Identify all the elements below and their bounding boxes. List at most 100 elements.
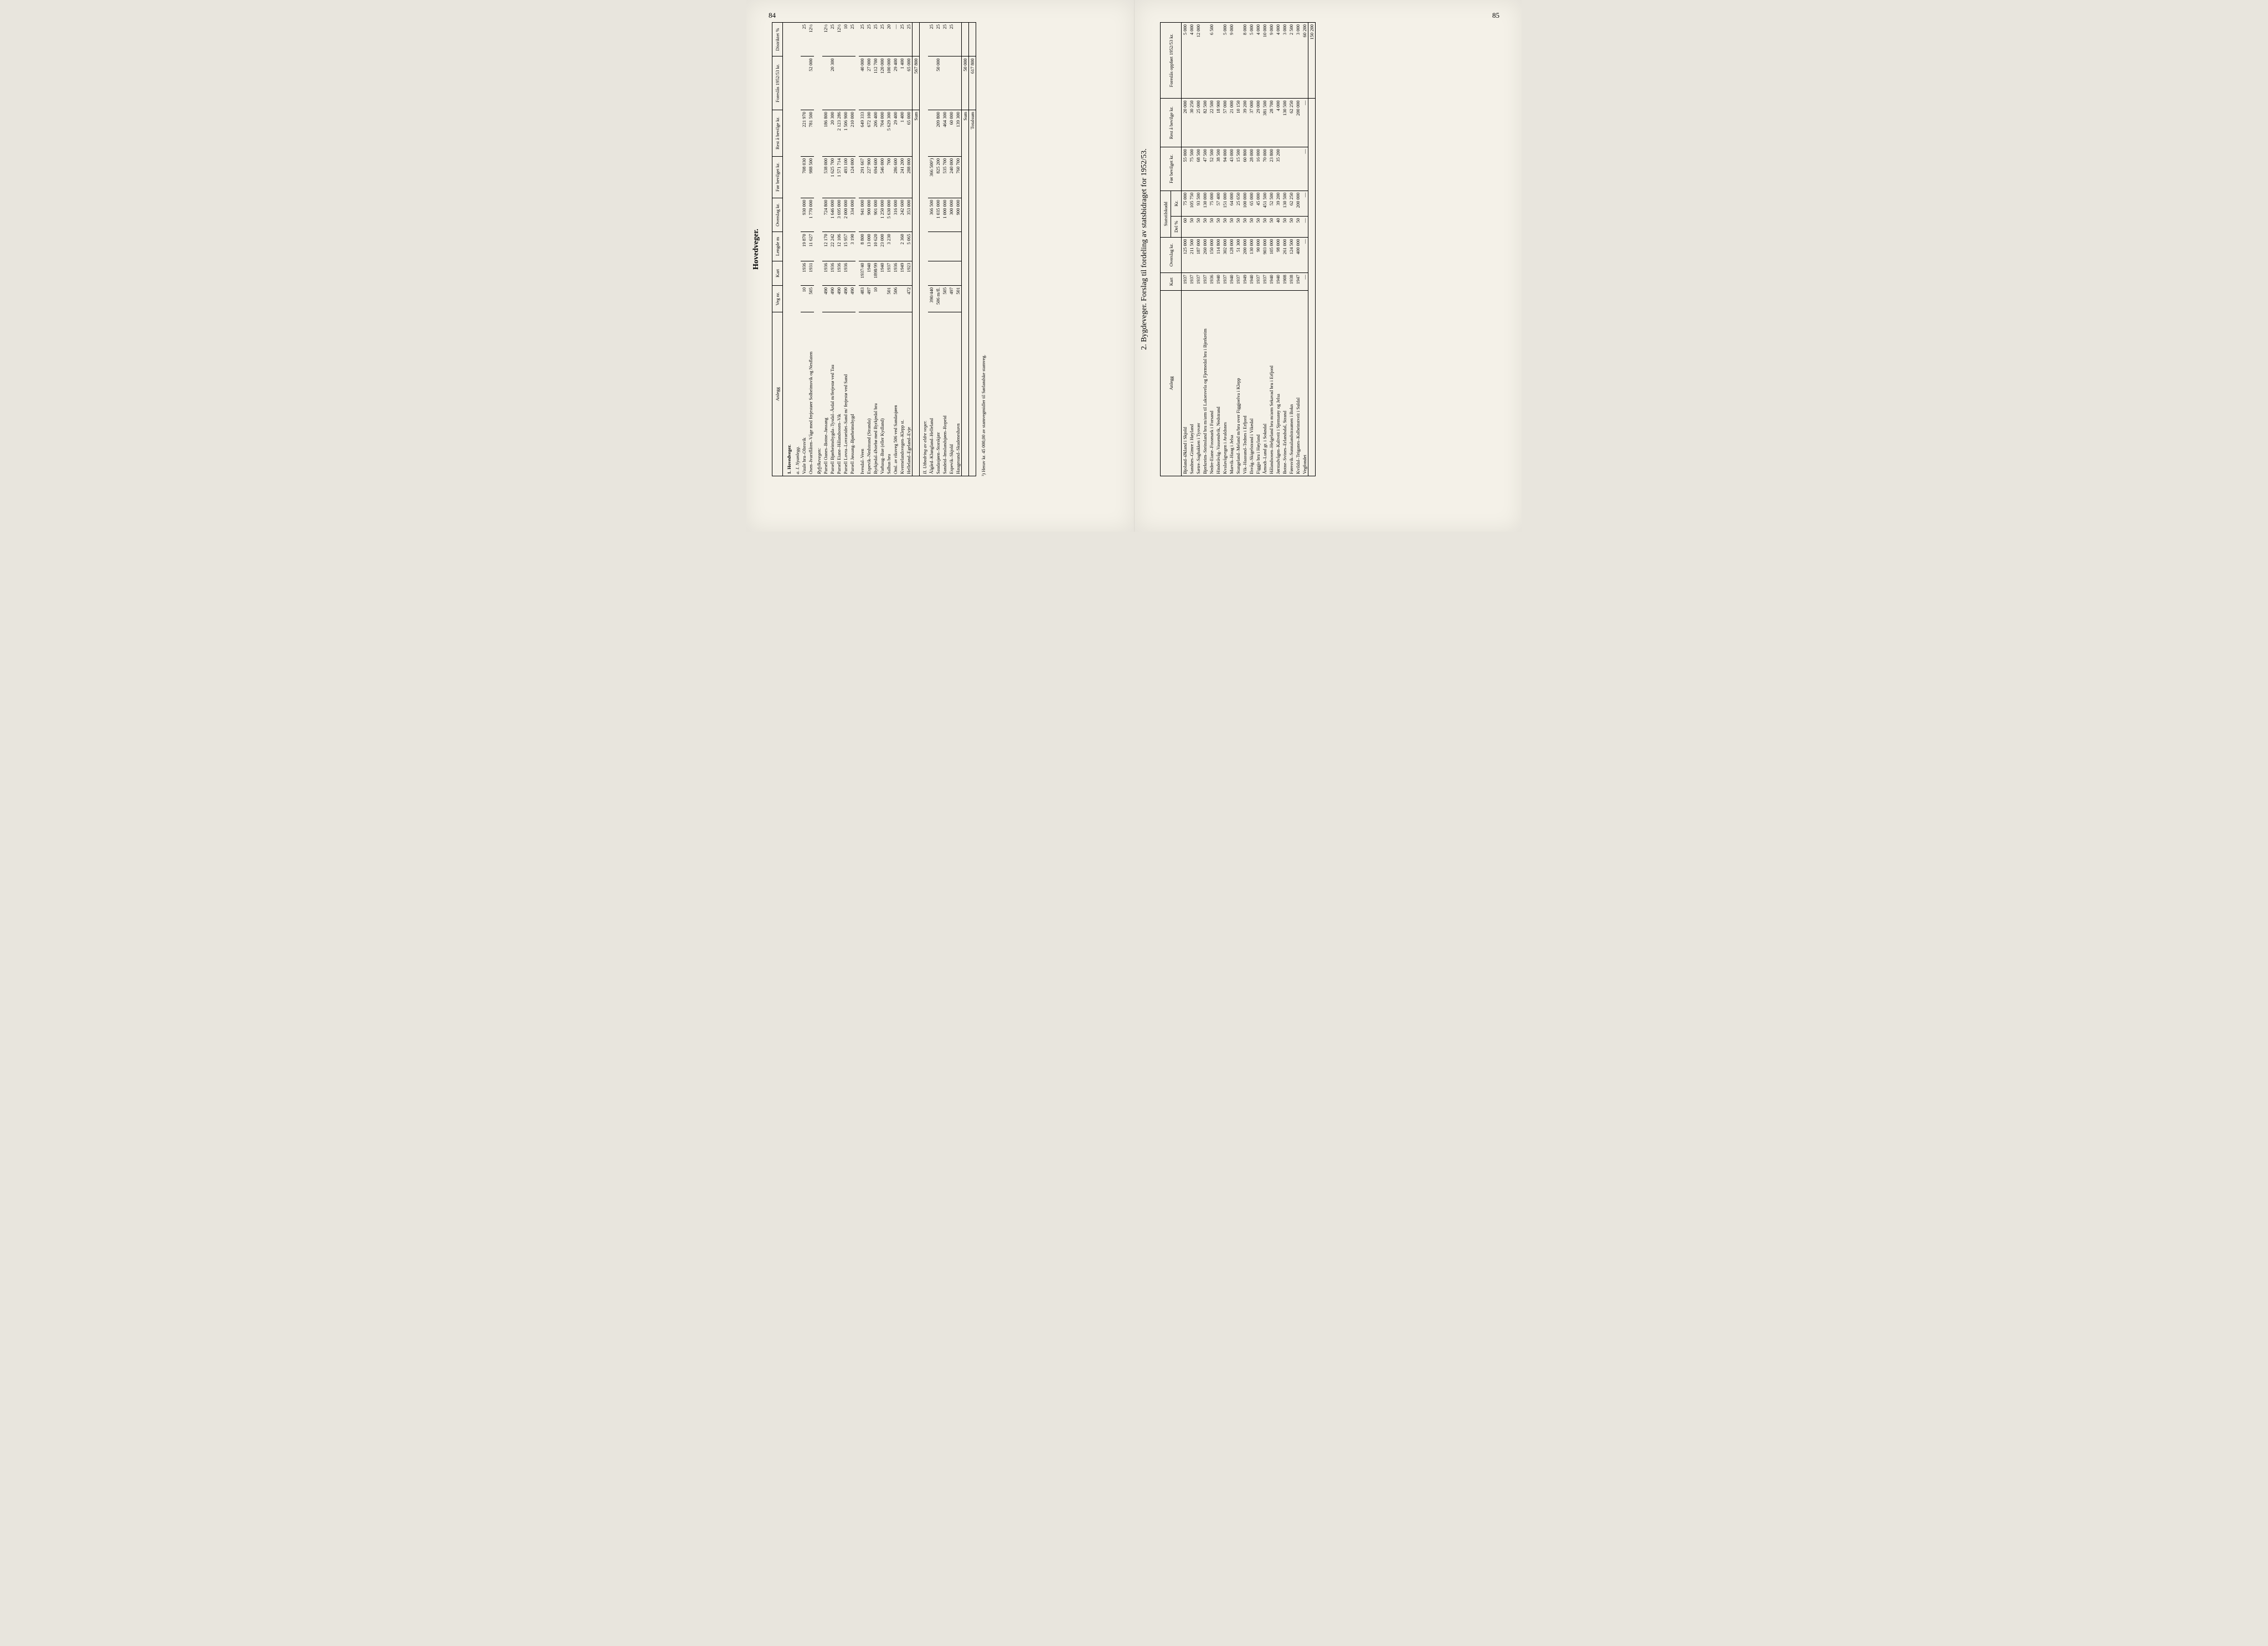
cell-for: 366 500¹) [928, 156, 935, 198]
cell-fores: 20 300 [829, 56, 836, 110]
cell-veg: 490 [836, 285, 842, 312]
cell-ovs: 124 500 [1288, 237, 1295, 273]
cell-ovs: 211 500 [1188, 237, 1195, 273]
cell-veg: 497 [865, 285, 872, 312]
cell-fores [941, 56, 948, 110]
table-row: Bjoland–Økland i Skjold1937125 0006075 0… [1181, 23, 1188, 476]
th2-kart: Kart [1160, 273, 1181, 291]
cell-ovs: 261 000 [1281, 237, 1288, 273]
cell-fores: 5 000 [1221, 23, 1228, 99]
cell-rest: 672 100 [865, 110, 872, 157]
cell-fores [1235, 23, 1241, 99]
cell-for: 825 200 [935, 156, 941, 198]
cell-ovs: 187 000 [1195, 237, 1202, 273]
cell-kr: 100 000 [1241, 191, 1248, 216]
cell-fores: 27 000 [865, 56, 872, 110]
cell-kart [948, 261, 955, 285]
cell-ovs: 260 000 [1202, 237, 1208, 273]
cell-name: Føresvik–Sunnalandstraumen i Bokn [1288, 291, 1295, 476]
cell-fores [836, 56, 842, 110]
cell-name: Sandeid–Imslandsjøen–Ropeid [941, 312, 948, 476]
cell-rest: 206 400 [872, 110, 879, 157]
cell-for: 760 700 [955, 156, 962, 198]
cell-fores [1202, 23, 1208, 99]
th2-rest: Rest å bevilge kr. [1160, 99, 1181, 147]
grand-row: Totalsum617 800 [969, 23, 976, 476]
cell-ovs: 724 800 [822, 198, 829, 232]
table-row: Helleland–Egeland–Evje47219235 065353 00… [905, 23, 913, 476]
th-for: Før bevilget kr. [772, 156, 783, 198]
total-val: 150 200 [1308, 23, 1315, 99]
cell-rest: 28 700 [1268, 99, 1275, 147]
cell-len: 3 230 [885, 232, 892, 261]
cell-pct: 20 [885, 23, 892, 56]
cell-pct: 12½ [836, 23, 842, 56]
cell-ovs: 901 000 [872, 198, 879, 232]
sum-val: 567 800 [913, 56, 920, 110]
cell-len: 12 106 [836, 232, 842, 261]
cell-ovs: 300 000 [948, 198, 955, 232]
cell-for: 38 500 [1215, 147, 1221, 191]
cell-pct: — [892, 23, 899, 56]
cell-pct: 50 [1288, 216, 1295, 237]
table-row: Espevik–Nedstrand (Stranda)497194013 000… [865, 23, 872, 476]
cell-rest: 186 800 [822, 110, 829, 157]
cell-pct: 10 [842, 23, 849, 56]
cell-kart: 1940 [879, 261, 885, 285]
cell-kart: 1936 [892, 261, 899, 285]
cell-kr: 105 750 [1188, 191, 1195, 216]
cell-fores: 1 400 [899, 56, 905, 110]
cell-pct: 50 [1248, 216, 1255, 237]
cell-fores: 5 000 [1248, 23, 1255, 99]
table-row: Kvernelandsvegen–Klepp st.19492 360242 6… [899, 23, 905, 476]
section-label: 1. Hovedveger. [783, 23, 793, 476]
cell-ovs: 1 770 000 [807, 198, 814, 232]
th2-fores: Foreslås oppført 1952/53 kr. [1160, 23, 1181, 99]
cell-ovs: 114 800 [1215, 237, 1221, 273]
cell-for: 493 100 [842, 156, 849, 198]
table-row: Kvildal–Teiganes–Kolbeinstveit i Suldal1… [1295, 23, 1301, 476]
cell-kart: 1937 [1261, 273, 1268, 291]
cell-rest: 37 000 [1248, 99, 1255, 147]
cell-len: 13 000 [865, 232, 872, 261]
cell-fores: 9 000 [1228, 23, 1235, 99]
cell-kart: 1947 [1295, 273, 1301, 291]
cell-ovs: — [1301, 237, 1308, 273]
cell-rest: 704 000 [879, 110, 885, 157]
cell-ovs: 366 500 [928, 198, 935, 232]
cell-for: 75 500 [1188, 147, 1195, 191]
cell-kr: 75 000 [1208, 191, 1215, 216]
table-row: Sætre–Sagbakken i Tysvær1937187 0005093 … [1195, 23, 1202, 476]
cell-rest: 65 000 [905, 110, 913, 157]
cell-for: 28 000 [1248, 147, 1255, 191]
cell-ovs: 1 250 000 [879, 198, 885, 232]
cell-rest: 464 300 [941, 110, 948, 157]
cell-name: Oml. av riksveg 506 ved Sandasjøen [892, 312, 899, 476]
cell-fores [842, 56, 849, 110]
sub-label: a. I. Nyanlegg. [792, 23, 801, 476]
cell-pct: 25 [948, 23, 955, 56]
left-title: Hovedveger. [752, 22, 761, 476]
th2-anlegg: Anlegg [1160, 291, 1181, 476]
cell-for: — [1301, 147, 1308, 191]
cell-ovs: 941 000 [859, 198, 865, 232]
cell-fores: 9 000 [1268, 23, 1275, 99]
cell-name: Botne–Svines–Erlandsdal, Strand [1281, 291, 1288, 476]
cell-name: Ivesdal–Veen [859, 312, 865, 476]
cell-rest: 18 900 [1215, 99, 1221, 147]
cell-name: Espevik–Nedstrand (Stranda) [865, 312, 872, 476]
table-row: Oml. av riksveg 506 ved Sandasjøen506193… [892, 23, 899, 476]
cell-kart: 1898/99 [872, 261, 879, 285]
th-rest: Rest å bevilge kr. [772, 110, 783, 157]
cell-rest: 5 629 300 [885, 110, 892, 157]
cell-fores [948, 56, 955, 110]
hovedveger-table: Anlegg Veg nr. Kart Lengde m Overslag kr… [772, 22, 976, 476]
cell-pct: 25 [829, 23, 836, 56]
cell-veg: 10 [801, 285, 807, 312]
cell-fores: 50 000 [935, 56, 941, 110]
total-row: 150 200 [1308, 23, 1315, 476]
sum-row: Sum50 000 [962, 23, 969, 476]
cell-len: 5 065 [905, 232, 913, 261]
cell-len: 3 190 [849, 232, 855, 261]
sum-val-2: 50 000 [962, 56, 969, 110]
